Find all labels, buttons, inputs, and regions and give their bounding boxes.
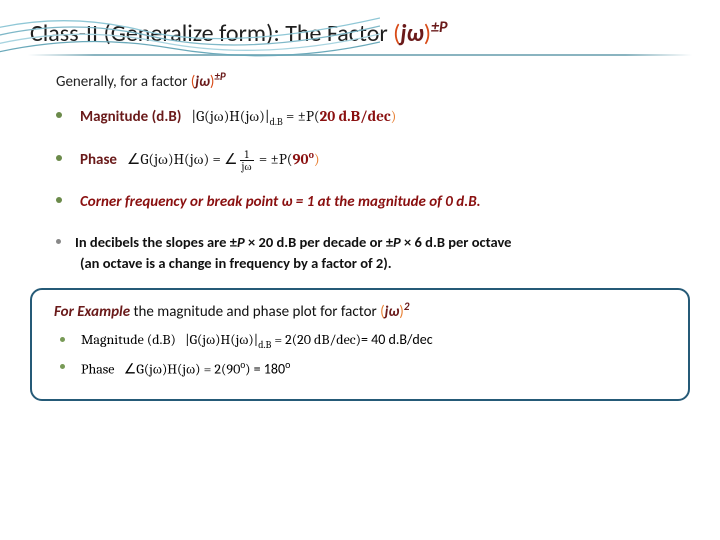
ex-ph-result: = 180 bbox=[251, 361, 286, 378]
ex-mag-sub: d.B bbox=[258, 338, 271, 350]
slopes-p2: P bbox=[393, 233, 401, 251]
corner-text: Corner frequency or break point ω = 1 at… bbox=[80, 193, 481, 211]
bullet-dot-icon bbox=[60, 337, 65, 342]
example-bullet-magnitude: Magnitude (d.B) |G(jω)H(jω)|d.B = 2(20 d… bbox=[54, 331, 670, 351]
magnitude-eq: = ±P( bbox=[283, 107, 320, 125]
phase-eq2: = ±P( bbox=[256, 150, 293, 168]
bullet-dot-icon bbox=[56, 197, 62, 203]
title-paren-close: ) bbox=[424, 19, 431, 48]
ex-ph-result-sup: o bbox=[285, 358, 290, 371]
example-jw: jω bbox=[385, 303, 400, 321]
slopes-a: In decibels the slopes are ± bbox=[75, 233, 237, 251]
title-jw: jω bbox=[400, 19, 423, 48]
example-lead: For Example bbox=[54, 303, 133, 321]
bullet-dot-icon bbox=[56, 155, 62, 161]
title-exponent: ±P bbox=[431, 18, 447, 37]
bullet-phase: Phase ∠G(jω)H(jω) = ∠1jω = ±P(90o) bbox=[56, 148, 682, 172]
phase-angle-expr: ∠G(jω)H(jω) = ∠ bbox=[127, 150, 238, 168]
intro-lead: Generally, for a factor bbox=[56, 73, 191, 91]
slide-content: Generally, for a factor (jω)±P Magnitude… bbox=[0, 66, 720, 274]
example-heading: For Example the magnitude and phase plot… bbox=[54, 300, 670, 321]
slopes-paragraph: In decibels the slopes are ±P × 20 d.B p… bbox=[56, 232, 682, 274]
example-head-b: the magnitude and phase plot for factor bbox=[133, 303, 380, 321]
bullet-dot-icon bbox=[56, 239, 61, 244]
magnitude-label: Magnitude (d.B) bbox=[80, 108, 181, 126]
magnitude-subscript: d.B bbox=[270, 116, 283, 128]
bullet-magnitude: Magnitude (d.B) |G(jω)H(jω)|d.B = ±P(20 … bbox=[56, 105, 682, 130]
intro-line: Generally, for a factor (jω)±P bbox=[56, 70, 682, 91]
magnitude-value: 20 d.B/dec bbox=[320, 107, 391, 125]
slopes-p1: P bbox=[237, 233, 245, 251]
example-exp: 2 bbox=[404, 300, 410, 313]
ex-mag-eq: = 2(20 dB/dec) bbox=[271, 331, 361, 348]
phase-deg: 90 bbox=[293, 150, 309, 168]
slopes-line2: (an octave is a change in frequency by a… bbox=[80, 254, 392, 272]
slide-title: Class-II (Generalize form): The Factor (… bbox=[0, 0, 720, 54]
slopes-c: × 20 d.B per decade or ± bbox=[245, 233, 393, 251]
slopes-e: × 6 d.B per octave bbox=[401, 233, 512, 251]
bullet-corner: Corner frequency or break point ω = 1 at… bbox=[56, 190, 682, 214]
intro-exp: ±P bbox=[214, 70, 225, 83]
frac-den: jω bbox=[240, 161, 254, 172]
ex-mag-expr: |G(jω)H(jω)| bbox=[185, 331, 258, 348]
title-underline bbox=[28, 54, 692, 56]
ex-ph-expr: ∠G(jω)H(jω) = 2(90 bbox=[124, 361, 241, 378]
ex-ph-label: Phase bbox=[81, 361, 114, 378]
example-box: For Example the magnitude and phase plot… bbox=[30, 288, 690, 401]
phase-fraction: 1jω bbox=[240, 149, 254, 172]
example-bullet-phase: Phase ∠G(jω)H(jω) = 2(90o) = 180o bbox=[54, 358, 670, 379]
phase-label: Phase bbox=[80, 151, 117, 169]
intro-jw: jω bbox=[195, 73, 210, 91]
bullet-dot-icon bbox=[56, 112, 62, 118]
magnitude-close: ) bbox=[391, 107, 397, 125]
title-text: Class-II (Generalize form): The Factor bbox=[30, 19, 393, 48]
phase-close: ) bbox=[314, 150, 320, 168]
magnitude-expr: |G(jω)H(jω)| bbox=[191, 107, 269, 125]
ex-mag-label: Magnitude (d.B) bbox=[81, 331, 176, 348]
bullet-dot-icon bbox=[60, 364, 65, 369]
ex-mag-result: = 40 d.B/dec bbox=[361, 331, 433, 348]
